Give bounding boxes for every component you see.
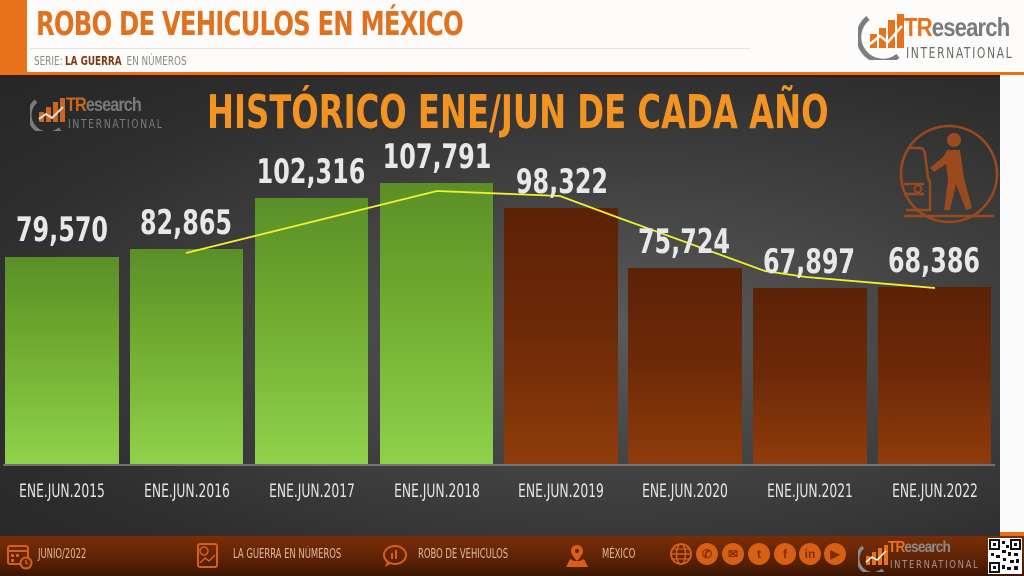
value-label-2020: 75,724 <box>637 222 731 262</box>
series-suffix: EN NÚMEROS <box>126 54 187 68</box>
x-label-2015: ENE.JUN.2015 <box>19 480 105 502</box>
logo-subtitle: INTERNATIONAL <box>906 44 1014 62</box>
header-logo: TResearch INTERNATIONAL <box>858 8 1018 66</box>
linkedin-icon[interactable]: in <box>799 543 821 565</box>
x-axis-line <box>3 464 995 466</box>
footer-logo: TResearch INTERNATIONAL <box>858 539 980 574</box>
footer-series: LA GUERRA EN NÚMEROS <box>233 547 342 562</box>
footer-region: MÉXICO <box>602 547 636 562</box>
series-label: SERIE: <box>34 54 63 68</box>
qr-code[interactable] <box>988 538 1022 574</box>
right-margin <box>1000 75 1024 536</box>
bar-2022 <box>878 287 991 464</box>
x-label-2018: ENE.JUN.2018 <box>394 480 480 502</box>
value-label-2018: 107,791 <box>382 137 492 177</box>
header-accent-strip <box>0 0 27 72</box>
footer <box>0 536 1024 576</box>
x-label-2022: ENE.JUN.2022 <box>892 480 978 502</box>
bar-2015 <box>5 257 119 464</box>
bar-2019 <box>504 208 618 464</box>
watermark-subtitle: INTERNATIONAL <box>68 117 164 131</box>
bar-2020 <box>628 268 742 464</box>
bar-2017 <box>255 198 368 464</box>
panel-top-edge <box>0 75 1000 77</box>
youtube-icon[interactable]: ▶ <box>824 543 846 565</box>
bar-2021 <box>753 288 867 464</box>
logo-brand-rest: esearch <box>931 12 1010 42</box>
trend-line <box>185 190 936 289</box>
x-label-2020: ENE.JUN.2020 <box>642 480 728 502</box>
footer-logo-subtitle: INTERNATIONAL <box>890 558 980 571</box>
phone-icon[interactable]: ✆ <box>696 543 718 565</box>
x-label-2021: ENE.JUN.2021 <box>767 480 853 502</box>
header-divider <box>0 72 1024 75</box>
bar-2018 <box>380 183 493 464</box>
report-chart-icon <box>197 543 218 568</box>
value-label-2021: 67,897 <box>762 242 856 282</box>
twitter-icon[interactable]: t <box>748 543 770 565</box>
header <box>0 0 1024 72</box>
calendar-icon <box>7 545 33 570</box>
bar-2016 <box>130 249 243 464</box>
x-label-2019: ENE.JUN.2019 <box>518 480 604 502</box>
value-label-2019: 98,322 <box>515 162 609 202</box>
watermark-logo: TResearch INTERNATIONAL <box>30 95 170 135</box>
footer-logo-brand-t: TR <box>888 539 905 556</box>
globe-icon[interactable] <box>670 543 692 565</box>
footer-date: JUNIO/2022 <box>38 547 87 562</box>
watermark-brand-t: TR <box>66 95 87 116</box>
map-pin-icon <box>566 545 588 567</box>
value-label-2016: 82,865 <box>139 203 233 243</box>
logo-chart-icon <box>858 14 904 60</box>
series-name: LA GUERRA <box>65 54 122 68</box>
footer-accent <box>1000 532 1024 536</box>
chat-chart-icon <box>383 545 407 567</box>
logo-brand-t: TR <box>904 12 933 42</box>
footer-logo-brand-rest: esearch <box>904 539 950 556</box>
footer-topic: ROBO DE VEHICULOS <box>418 547 509 562</box>
footer-logo-icon <box>858 545 888 572</box>
x-label-2016: ENE.JUN.2016 <box>144 480 230 502</box>
chart-title: HISTÓRICO ENE/JUN DE CADA AÑO <box>207 85 829 139</box>
value-label-2015: 79,570 <box>15 210 109 250</box>
facebook-icon[interactable]: f <box>774 543 796 565</box>
value-label-2022: 68,386 <box>887 241 981 281</box>
series-subtitle: SERIE: LA GUERRA EN NÚMEROS <box>34 54 187 68</box>
car-theft-icon <box>899 124 999 224</box>
value-label-2017: 102,316 <box>256 152 366 192</box>
title-divider <box>30 48 750 49</box>
x-label-2017: ENE.JUN.2017 <box>269 480 355 502</box>
watermark-logo-icon <box>30 98 65 131</box>
watermark-brand-rest: esearch <box>85 95 142 116</box>
email-icon[interactable]: ✉ <box>722 543 744 565</box>
page-title: ROBO DE VEHICULOS EN MÉXICO <box>36 4 464 43</box>
